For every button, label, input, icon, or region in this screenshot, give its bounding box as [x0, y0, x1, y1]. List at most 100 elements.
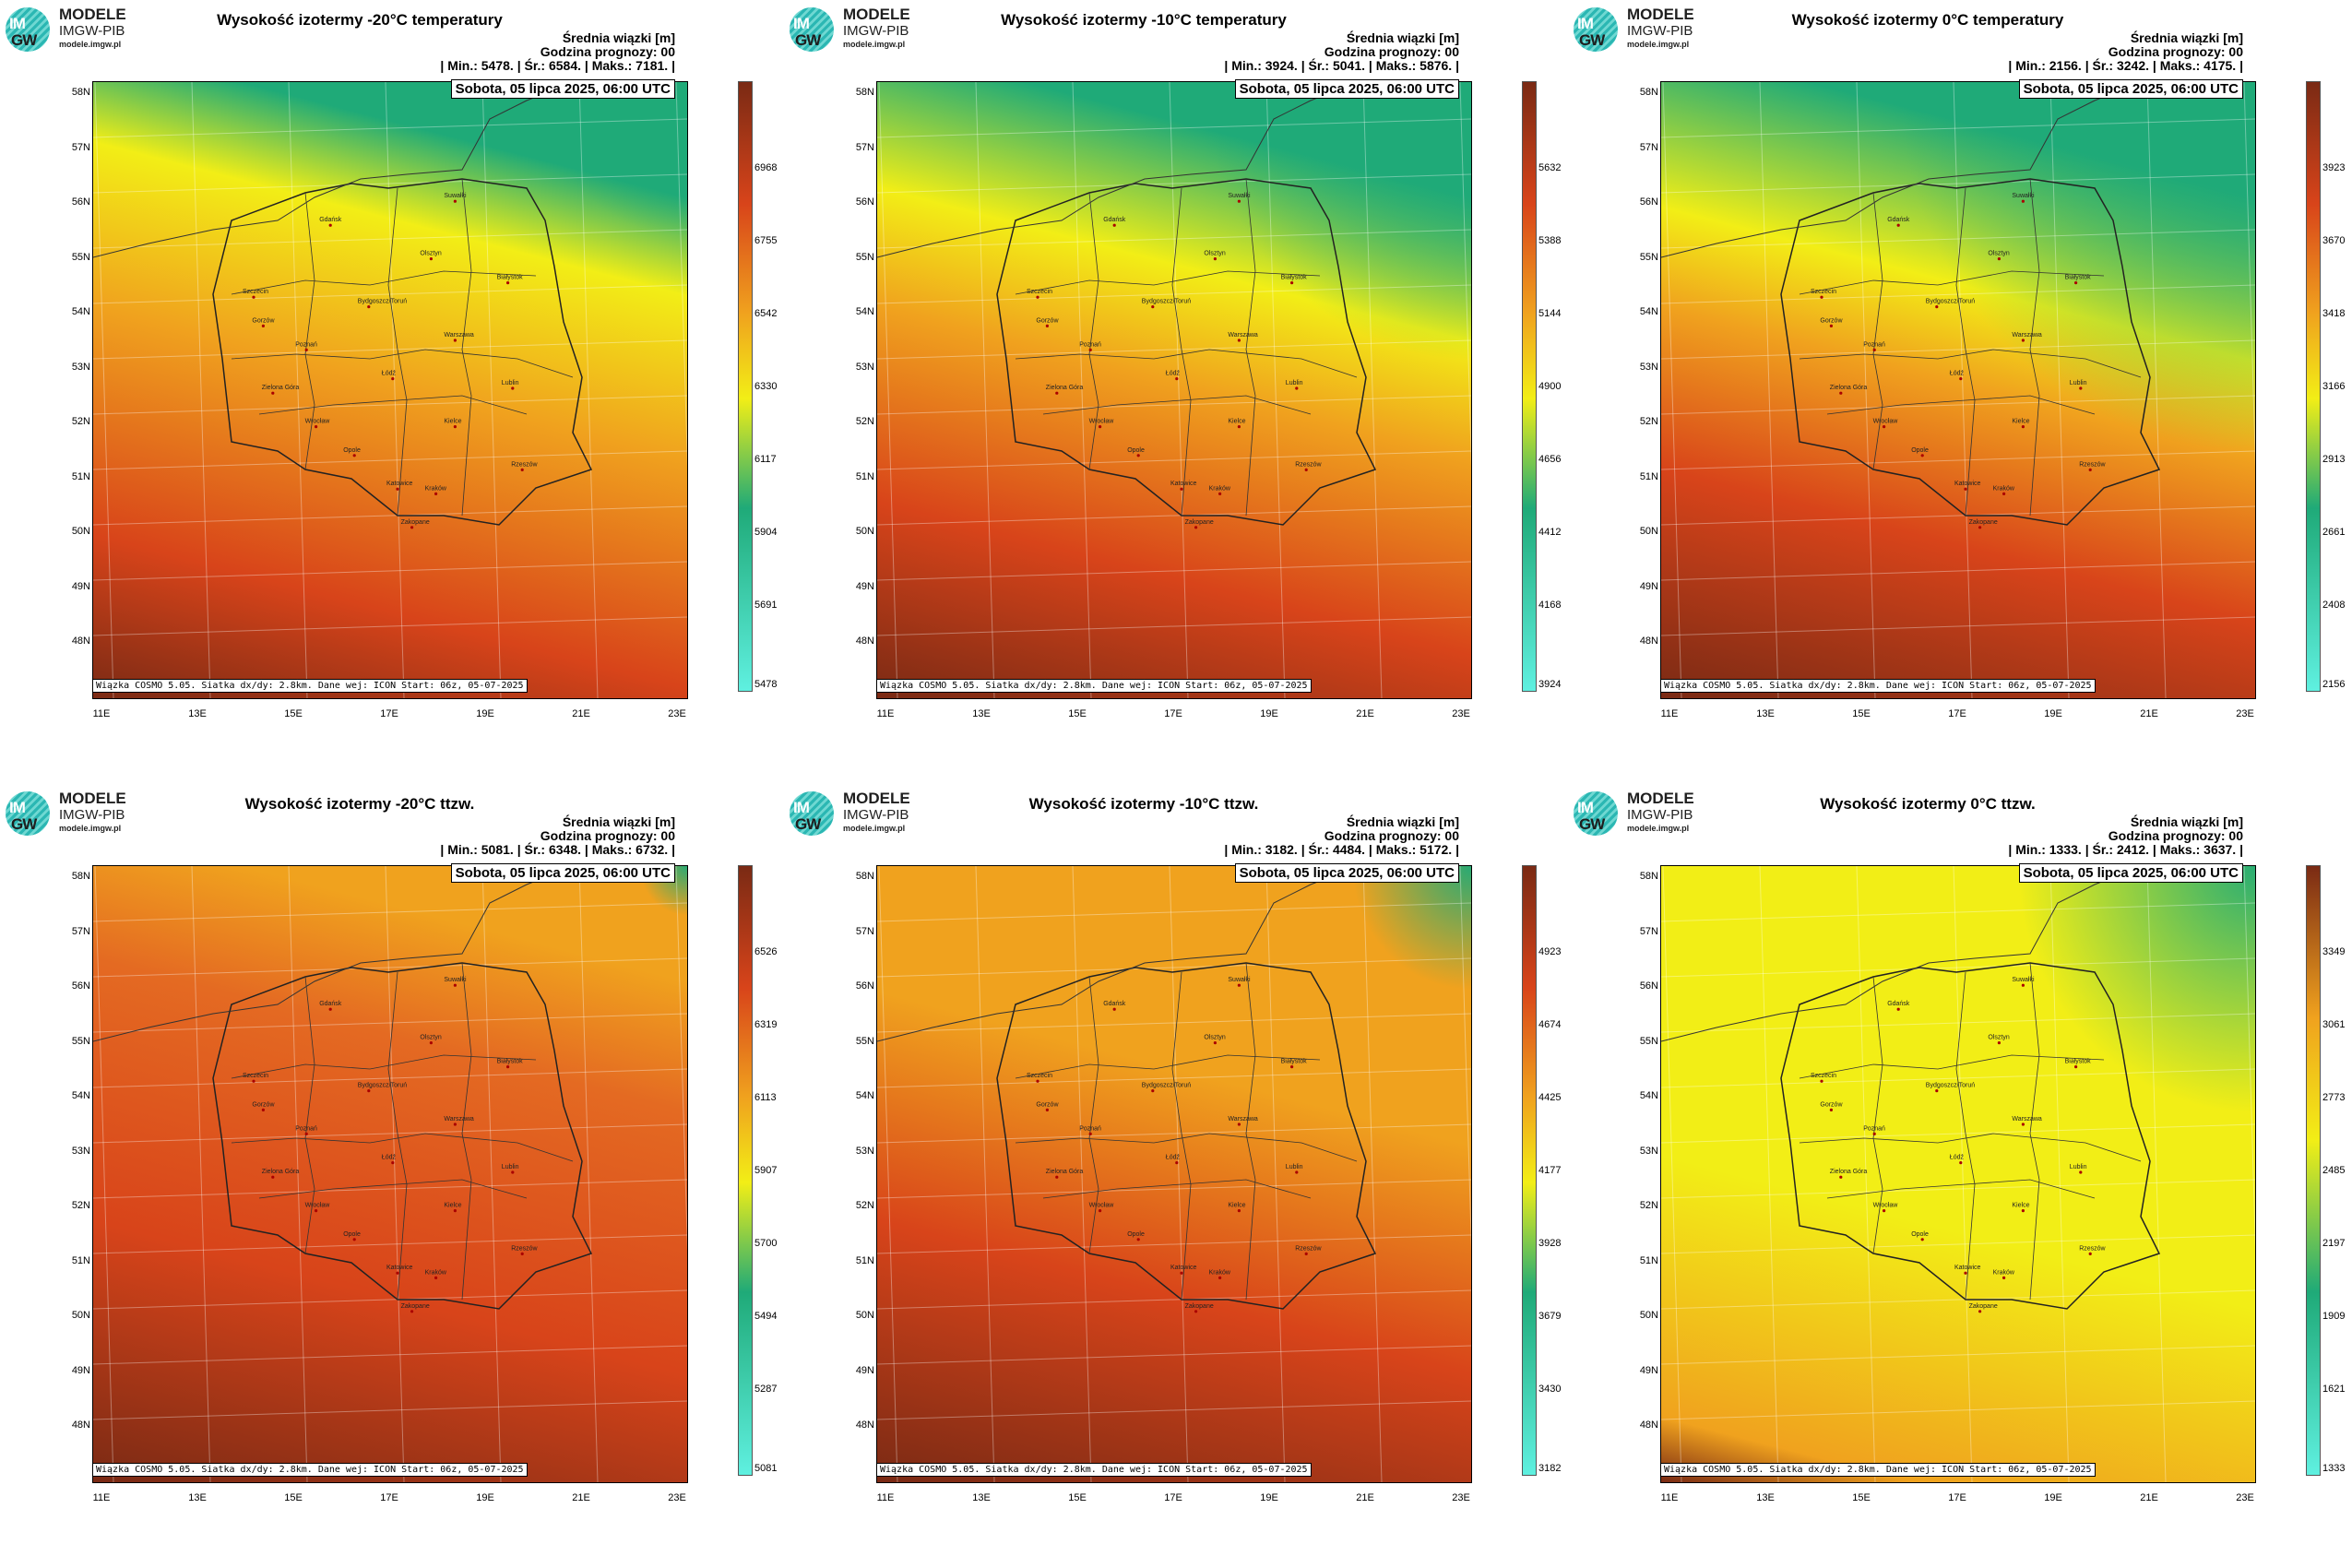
city-marker — [453, 339, 457, 342]
longitude-gridline — [1169, 866, 1189, 1482]
longitude-label: 21E — [572, 708, 590, 719]
latitude-gridline — [877, 1179, 1471, 1199]
colorbar-tick-label: 1333 — [2322, 1463, 2346, 1474]
city-marker — [1175, 377, 1179, 381]
city-marker — [1829, 324, 1833, 327]
latitude-label: 58N — [855, 871, 874, 882]
city-label: Bydgoszcz/Toruń — [1142, 299, 1191, 305]
city-label: Rzeszów — [1295, 461, 1322, 468]
latitude-gridline — [1661, 1068, 2255, 1088]
city-marker — [506, 1065, 510, 1069]
city-label: Gorzów — [1820, 1101, 1843, 1108]
valid-date-box: Sobota, 05 lipca 2025, 06:00 UTC — [1234, 79, 1459, 99]
city-label: Poznań — [1863, 341, 1885, 348]
field-overlay — [877, 82, 1471, 698]
city-label: Kielce — [2012, 419, 2029, 425]
latitude-gridline — [1661, 284, 2255, 304]
city-marker — [1839, 391, 1843, 395]
city-marker — [506, 281, 510, 285]
city-label: Szczecin — [1811, 289, 1836, 295]
stats-header: Średnia wiązki [m] — [1346, 814, 1459, 829]
longitude-label: 23E — [1452, 1492, 1470, 1503]
longitude-label: 21E — [2140, 708, 2158, 719]
longitude-gridline — [578, 866, 599, 1482]
latitude-gridline — [93, 450, 687, 470]
latitude-gridline — [877, 1123, 1471, 1144]
latitude-label: 48N — [71, 1420, 90, 1431]
latitude-gridline — [1661, 395, 2255, 415]
city-marker — [391, 1161, 395, 1165]
city-label: Białystok — [1281, 1059, 1308, 1065]
city-marker — [2088, 468, 2092, 471]
city-marker — [1295, 1170, 1299, 1174]
city-marker — [429, 257, 433, 261]
map-area: Gdańsk Suwałki Olsztyn Szczecin Białystok Byd… — [1660, 865, 2256, 1483]
longitude-label: 17E — [380, 1492, 398, 1503]
province-border — [1955, 187, 1976, 517]
city-label: Suwałki — [1228, 193, 1251, 199]
longitude-label: 13E — [972, 708, 991, 719]
latitude-label: 54N — [1639, 306, 1658, 317]
city-marker — [1978, 526, 1982, 529]
province-border — [1872, 976, 1883, 1254]
logo-letters-top: IM — [9, 799, 26, 816]
min-mean-max: | Min.: 5478. | Śr.: 6584. | Maks.: 7181… — [440, 58, 675, 73]
city-marker — [367, 1089, 371, 1093]
city-marker — [1045, 1108, 1049, 1111]
latitude-label: 49N — [855, 580, 874, 592]
longitude-label: 15E — [284, 1492, 303, 1503]
logo-letters-top: IM — [1577, 799, 1594, 816]
latitude-label: 56N — [855, 196, 874, 208]
city-marker — [315, 425, 318, 429]
city-label: Zielona Góra — [1830, 1169, 1868, 1175]
logo-letters-bottom: GW — [11, 815, 37, 833]
city-label: Zakopane — [1185, 519, 1214, 526]
latitude-label: 50N — [1639, 526, 1658, 537]
colorbar-tick-label: 6113 — [754, 1092, 777, 1103]
colorbar-tick-label: 5287 — [754, 1384, 778, 1395]
city-label: Kraków — [1209, 485, 1231, 492]
latitude-label: 56N — [1639, 196, 1658, 208]
latitude-label: 58N — [855, 87, 874, 98]
latitude-gridline — [1661, 229, 2255, 249]
colorbar-tick-label: 3061 — [2322, 1019, 2346, 1030]
coastline — [93, 866, 574, 1042]
city-marker — [434, 1276, 438, 1279]
city-label: Gdańsk — [1103, 1001, 1126, 1007]
city-marker — [1237, 983, 1241, 987]
latitude-gridline — [877, 616, 1471, 636]
city-marker — [453, 425, 457, 429]
city-label: Wrocław — [305, 1203, 331, 1209]
city-marker — [1820, 1079, 1823, 1083]
city-marker — [1194, 526, 1198, 529]
latitude-label: 49N — [1639, 1364, 1658, 1376]
city-label: Lublin — [2070, 1164, 2087, 1170]
city-label: Warszawa — [1228, 1116, 1258, 1123]
city-marker — [352, 454, 356, 457]
latitude-label: 51N — [71, 470, 90, 482]
longitude-gridline — [1662, 866, 1682, 1482]
city-label: Lublin — [1286, 1164, 1303, 1170]
latitude-gridline — [1661, 1234, 2255, 1254]
valid-date-box: Sobota, 05 lipca 2025, 06:00 UTC — [450, 863, 675, 883]
city-label: Olsztyn — [1204, 251, 1225, 257]
panel-title: Wysokość izotermy 0°C ttzw. — [1820, 795, 2036, 813]
colorbar-tick-label: 3679 — [1538, 1311, 1562, 1322]
latitude-gridline — [93, 1179, 687, 1199]
province-border — [387, 187, 408, 517]
colorbar-tick-label: 5494 — [754, 1311, 778, 1322]
city-label: Kielce — [1228, 1203, 1245, 1209]
city-label: Suwałki — [2012, 977, 2035, 983]
city-label: Białystok — [2065, 1059, 2092, 1065]
city-marker — [1036, 1079, 1039, 1083]
city-label: Poznań — [295, 1125, 317, 1132]
city-label: Rzeszów — [2079, 1245, 2106, 1252]
latitude-label: 51N — [855, 470, 874, 482]
province-border — [1015, 270, 1321, 295]
city-marker — [1036, 295, 1039, 299]
logo-org: IMGW-PIB — [1627, 807, 1693, 823]
city-label: Szczecin — [1811, 1073, 1836, 1079]
latitude-label: 56N — [71, 980, 90, 992]
latitude-label: 55N — [71, 1035, 90, 1047]
city-label: Rzeszów — [511, 461, 538, 468]
